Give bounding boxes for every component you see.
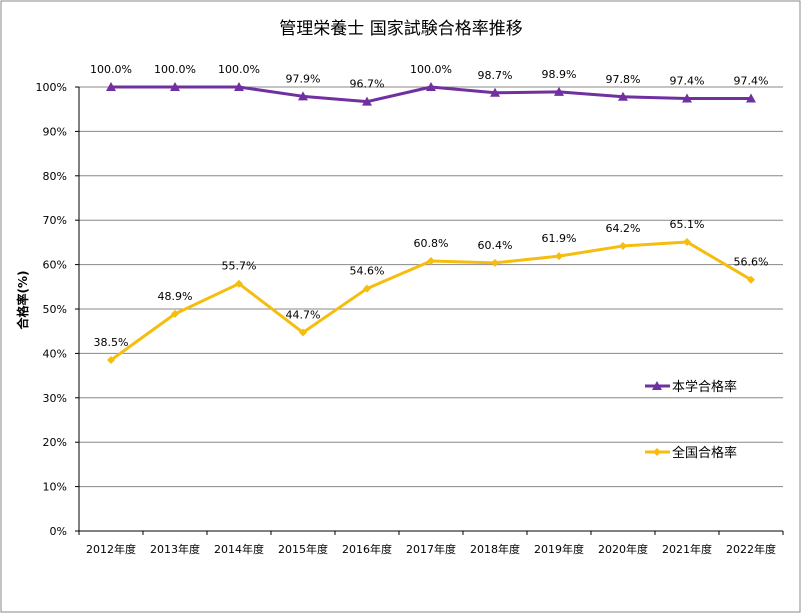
legend-entry: 全国合格率 (645, 445, 737, 461)
y-tick-label: 0% (50, 525, 67, 538)
y-tick-label: 30% (43, 392, 67, 405)
x-tick-label: 2018年度 (470, 542, 520, 556)
data-label: 100.0% (90, 63, 132, 76)
data-label: 38.5% (94, 336, 129, 349)
diamond-marker (491, 258, 499, 267)
data-label: 65.1% (670, 218, 705, 231)
triangle-marker (170, 82, 180, 91)
data-label: 97.4% (670, 75, 705, 88)
data-label: 55.7% (222, 260, 257, 273)
data-label: 100.0% (154, 63, 196, 76)
diamond-marker (555, 252, 563, 261)
data-label: 64.2% (606, 222, 641, 235)
data-label: 97.4% (734, 75, 769, 88)
y-tick-label: 100% (36, 81, 67, 94)
triangle-marker (682, 93, 692, 103)
triangle-marker (234, 82, 244, 91)
triangle-marker (426, 82, 436, 91)
data-label: 100.0% (410, 63, 452, 76)
legend-label: 全国合格率 (672, 445, 737, 461)
data-label: 97.9% (286, 72, 321, 85)
x-tick-label: 2012年度 (86, 542, 136, 556)
x-tick-label: 2022年度 (726, 542, 776, 556)
y-tick-label: 50% (43, 303, 67, 316)
y-axis-label: 合格率(%) (15, 271, 30, 330)
triangle-marker (106, 82, 116, 91)
data-label: 48.9% (158, 290, 193, 303)
y-tick-label: 70% (43, 214, 67, 227)
diamond-marker (107, 356, 115, 365)
data-label: 98.9% (542, 68, 577, 81)
data-label: 56.6% (734, 256, 769, 269)
series-0: 100.0% 100.0% 100.0% 97.9% 96.7% 100.0% 98.7% 9… (90, 63, 768, 106)
diamond-marker (653, 448, 661, 456)
x-tick-label: 2017年度 (406, 542, 456, 556)
x-tick-label: 2016年度 (342, 542, 392, 556)
y-tick-label: 10% (43, 481, 67, 494)
data-label: 98.7% (478, 69, 513, 82)
diamond-marker (619, 241, 627, 250)
legend-label: 本学合格率 (672, 379, 737, 395)
diamond-marker (171, 309, 179, 318)
triangle-marker (554, 86, 564, 96)
y-tick-label: 90% (43, 125, 67, 138)
series-1: 38.5% 48.9% 55.7% 44.7% 54.6% 60.8% 60.4% 61.9%… (94, 218, 769, 365)
data-label: 60.4% (478, 239, 513, 252)
triangle-marker (298, 91, 308, 101)
data-label: 100.0% (218, 63, 260, 76)
data-label: 96.7% (350, 78, 385, 91)
triangle-marker (746, 93, 756, 103)
data-label: 97.8% (606, 73, 641, 86)
y-tick-label: 40% (43, 347, 67, 360)
data-label: 54.6% (350, 265, 385, 278)
x-tick-label: 2013年度 (150, 542, 200, 556)
x-tick-label: 2020年度 (598, 542, 648, 556)
diamond-marker (427, 257, 435, 266)
chart-title: 管理栄養士 国家試験合格率推移 (279, 19, 522, 39)
triangle-marker (652, 381, 662, 390)
data-label: 44.7% (286, 309, 321, 322)
diamond-marker (363, 284, 371, 293)
x-tick-label: 2019年度 (534, 542, 584, 556)
diamond-marker (235, 279, 243, 288)
y-tick-label: 20% (43, 436, 67, 449)
triangle-marker (618, 91, 628, 101)
diamond-marker (299, 328, 307, 337)
diamond-marker (683, 237, 691, 246)
triangle-marker (490, 87, 500, 97)
data-label: 61.9% (542, 232, 577, 245)
y-tick-label: 60% (43, 259, 67, 272)
y-tick-label: 80% (43, 170, 67, 183)
x-tick-label: 2015年度 (278, 542, 328, 556)
x-tick-label: 2014年度 (214, 542, 264, 556)
diamond-marker (747, 275, 755, 284)
legend-entry: 本学合格率 (645, 379, 737, 395)
data-label: 60.8% (414, 237, 449, 250)
triangle-marker (362, 96, 372, 106)
x-tick-label: 2021年度 (662, 542, 712, 556)
